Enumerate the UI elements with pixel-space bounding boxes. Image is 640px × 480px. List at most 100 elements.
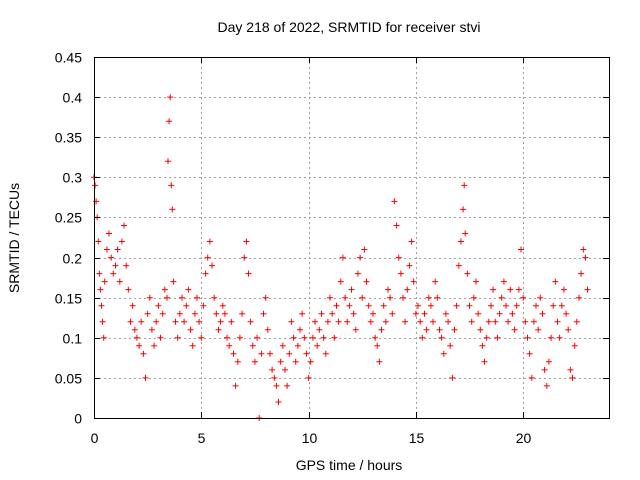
data-point	[279, 342, 286, 349]
data-point	[164, 294, 170, 301]
data-point	[140, 350, 147, 357]
x-axis-label: GPS time / hours	[296, 457, 403, 473]
data-point	[344, 318, 351, 325]
data-point	[408, 238, 415, 245]
data-point	[451, 326, 458, 333]
data-point	[505, 318, 512, 325]
data-point	[125, 286, 132, 293]
data-point	[258, 350, 265, 357]
data-point	[174, 334, 181, 341]
data-point	[535, 326, 542, 333]
data-point	[461, 182, 468, 189]
data-point	[370, 310, 376, 317]
y-axis-label: SRMTID / TECUs	[6, 183, 22, 293]
data-point	[288, 318, 295, 325]
data-point	[228, 318, 235, 325]
data-point	[100, 334, 107, 341]
data-point	[267, 350, 273, 357]
data-point	[262, 294, 269, 301]
data-point	[112, 262, 119, 269]
y-tick-label: 0.45	[55, 50, 82, 66]
data-point	[116, 278, 123, 285]
data-point	[464, 270, 471, 277]
data-point	[361, 246, 368, 253]
data-point	[144, 310, 151, 317]
data-point	[129, 302, 136, 309]
data-point	[543, 382, 550, 389]
data-point	[97, 286, 104, 293]
data-point	[357, 254, 364, 261]
data-point	[181, 318, 188, 325]
data-point	[470, 294, 477, 301]
data-point	[391, 198, 398, 205]
data-point	[515, 286, 522, 293]
data-point	[299, 310, 306, 317]
data-point	[187, 326, 194, 333]
data-point	[550, 302, 557, 309]
data-point	[365, 302, 372, 309]
data-point	[230, 350, 237, 357]
data-point	[236, 334, 243, 341]
data-point	[397, 270, 404, 277]
data-point	[346, 302, 353, 309]
data-point	[324, 318, 331, 325]
data-point	[513, 302, 520, 309]
data-point	[333, 302, 340, 309]
data-point	[520, 294, 527, 301]
data-point	[563, 310, 570, 317]
data-point	[297, 326, 303, 333]
data-point	[301, 334, 308, 341]
data-point	[219, 302, 226, 309]
data-point	[99, 318, 106, 325]
data-point	[245, 270, 252, 277]
data-point	[254, 334, 261, 341]
data-point	[524, 334, 531, 341]
data-point	[492, 318, 499, 325]
data-point	[438, 334, 445, 341]
data-point	[526, 350, 533, 357]
data-point	[92, 182, 99, 189]
data-point	[249, 342, 256, 349]
data-point	[247, 318, 254, 325]
data-point	[507, 286, 514, 293]
data-point	[423, 326, 430, 333]
data-point	[275, 399, 282, 405]
data-point	[496, 310, 503, 317]
data-point	[170, 278, 177, 285]
data-point	[576, 294, 582, 301]
data-point	[382, 318, 389, 325]
data-point	[318, 310, 325, 317]
data-point	[159, 310, 166, 317]
data-point	[273, 382, 280, 389]
data-point	[327, 294, 333, 301]
data-point	[460, 206, 467, 213]
data-point	[580, 246, 587, 253]
data-point	[442, 310, 449, 317]
data-point	[329, 310, 336, 317]
data-point	[167, 94, 174, 101]
data-point	[110, 270, 117, 277]
data-point	[573, 318, 580, 325]
data-point	[565, 326, 572, 333]
data-point	[528, 374, 535, 381]
data-point	[155, 302, 162, 309]
data-point	[494, 334, 501, 341]
data-point	[473, 278, 479, 285]
data-point	[284, 382, 291, 389]
data-point	[118, 238, 125, 245]
data-point	[582, 254, 589, 261]
data-point	[106, 230, 112, 237]
data-point	[309, 334, 316, 341]
data-point	[468, 318, 475, 325]
axes: 0 0.05 0.1 0.15 0.2 0.25 0.3 0.35 0.4 0.45 0 5 10 15 2…	[55, 50, 609, 446]
x-tick-label: 5	[198, 430, 206, 446]
data-point	[185, 286, 192, 293]
data-point	[449, 374, 456, 381]
y-tick-label: 0.3	[63, 170, 83, 186]
data-point	[136, 342, 143, 349]
data-point	[481, 358, 488, 365]
data-point	[303, 350, 310, 357]
data-point	[509, 310, 516, 317]
data-point	[161, 286, 168, 293]
